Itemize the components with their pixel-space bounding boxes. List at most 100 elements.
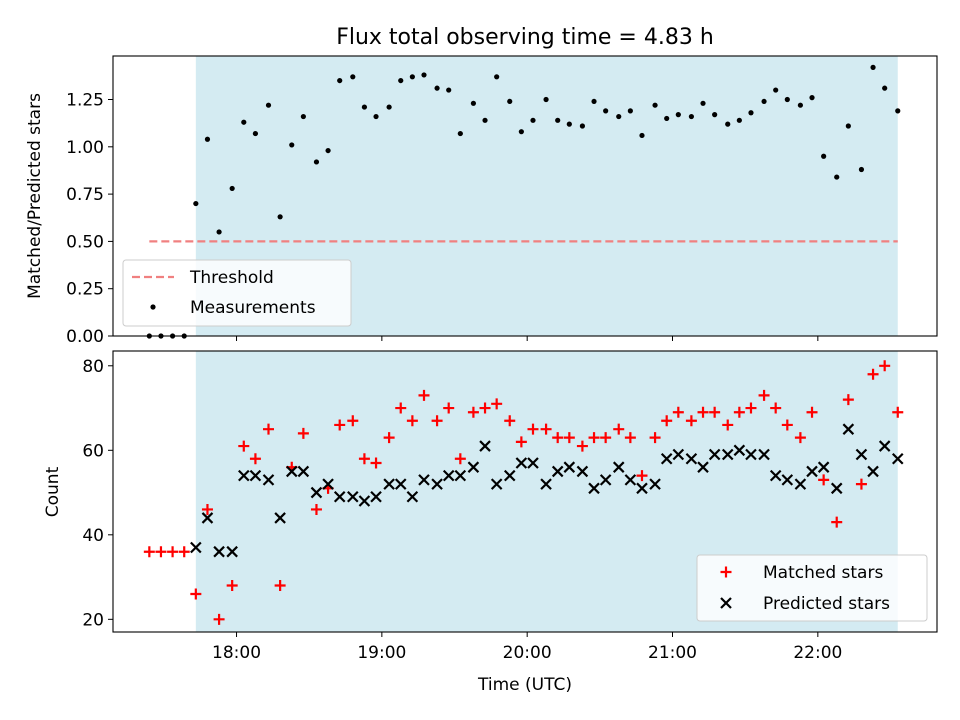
predicted-star-point bbox=[649, 478, 661, 490]
measurement-point bbox=[300, 113, 306, 120]
measurement-point bbox=[434, 85, 440, 91]
measurement-point bbox=[325, 147, 331, 154]
predicted-star-point bbox=[394, 478, 407, 490]
matched-star-point bbox=[842, 394, 854, 406]
predicted-star-point bbox=[855, 448, 868, 461]
measurement-point bbox=[566, 121, 572, 127]
matched-star-point bbox=[358, 453, 370, 465]
matched-star-point bbox=[855, 478, 867, 490]
x-axis-label: Time (UTC) bbox=[477, 675, 572, 695]
matched-star-point bbox=[383, 432, 395, 444]
predicted-star-point bbox=[576, 465, 589, 478]
measurement-point bbox=[277, 214, 283, 220]
predicted-star-point bbox=[758, 448, 770, 461]
matched-star-point bbox=[709, 406, 721, 418]
matched-star-point bbox=[892, 406, 904, 418]
matched-star-point bbox=[213, 613, 225, 625]
matched-star-point bbox=[831, 516, 843, 528]
predicted-star-point bbox=[213, 545, 225, 558]
matched-star-point bbox=[758, 389, 770, 401]
predicted-star-point bbox=[527, 457, 539, 469]
predicted-star-point bbox=[842, 423, 855, 435]
measurement-point bbox=[386, 104, 392, 110]
measurement-point bbox=[845, 123, 851, 129]
measurement-point bbox=[289, 142, 295, 148]
measurement-point bbox=[373, 113, 379, 120]
predicted-star-point bbox=[383, 478, 395, 490]
matched-star-point bbox=[274, 580, 286, 592]
measurement-point bbox=[229, 185, 235, 192]
measurement-point bbox=[736, 117, 742, 123]
measurement-point bbox=[639, 132, 645, 139]
measurement-point bbox=[870, 64, 876, 70]
matched-star-point bbox=[297, 427, 309, 439]
predicted-star-point bbox=[297, 465, 310, 478]
matched-star-point bbox=[770, 402, 782, 414]
matched-star-point bbox=[178, 546, 190, 558]
measurement-point bbox=[882, 85, 888, 91]
predicted-star-point bbox=[540, 478, 552, 490]
measurement-point bbox=[809, 95, 815, 101]
measurement-point bbox=[616, 113, 622, 120]
measurement-point bbox=[398, 77, 404, 84]
predicted-star-point bbox=[685, 452, 698, 465]
measurement-point bbox=[895, 108, 901, 114]
matched-star-point bbox=[527, 423, 539, 435]
matched-star-point bbox=[143, 546, 155, 558]
matched-star-point bbox=[867, 368, 879, 380]
predicted-star-point bbox=[467, 461, 480, 473]
top-y-tick-label: 0.50 bbox=[66, 232, 104, 252]
measurement-point bbox=[337, 77, 343, 84]
measurement-point bbox=[421, 72, 427, 78]
top-y-tick-label: 1.00 bbox=[66, 138, 104, 158]
matched-star-point bbox=[479, 402, 491, 414]
measurement-point bbox=[518, 129, 524, 135]
matched-star-point bbox=[636, 470, 648, 482]
bottom-y-tick-label: 40 bbox=[82, 526, 104, 546]
matched-star-point bbox=[685, 415, 697, 427]
predicted-star-point bbox=[624, 474, 637, 486]
predicted-star-point bbox=[310, 486, 323, 499]
predicted-star-point bbox=[612, 461, 625, 473]
measurement-point bbox=[530, 117, 536, 123]
measurement-point bbox=[725, 121, 731, 127]
matched-star-point bbox=[454, 453, 466, 465]
matched-star-point bbox=[576, 440, 588, 452]
predicted-star-point bbox=[588, 482, 600, 495]
matched-star-point bbox=[347, 415, 359, 427]
bottom-x-tick-label: 19:00 bbox=[357, 643, 406, 663]
matched-star-point bbox=[155, 546, 167, 558]
top-y-axis-label: Matched/Predicted stars bbox=[25, 93, 45, 299]
predicted-star-point bbox=[636, 482, 648, 495]
predicted-star-point bbox=[358, 495, 371, 507]
measurement-point bbox=[664, 115, 670, 122]
matched-star-point bbox=[431, 415, 443, 427]
measurement-point bbox=[773, 87, 779, 93]
measurement-point bbox=[241, 119, 247, 125]
measurement-point bbox=[265, 102, 272, 108]
matched-star-point bbox=[600, 432, 612, 444]
bottom-y-tick-label: 20 bbox=[82, 610, 104, 630]
matched-star-point bbox=[879, 360, 891, 372]
matched-star-point bbox=[491, 398, 503, 410]
measurement-point bbox=[688, 113, 694, 120]
matched-star-point bbox=[467, 406, 479, 418]
matched-star-point bbox=[806, 406, 818, 418]
predicted-star-point bbox=[454, 469, 467, 482]
matched-star-point bbox=[418, 389, 430, 401]
matched-star-point bbox=[515, 436, 527, 448]
matched-star-point bbox=[722, 419, 734, 431]
matched-star-point bbox=[370, 457, 382, 469]
predicted-star-point bbox=[262, 474, 275, 486]
matched-star-point bbox=[443, 402, 455, 414]
legend-threshold-label: Threshold bbox=[189, 268, 274, 288]
predicted-star-point bbox=[406, 491, 419, 503]
measurement-point bbox=[482, 117, 488, 123]
predicted-star-point bbox=[503, 469, 516, 482]
predicted-star-point bbox=[285, 465, 298, 478]
predicted-star-point bbox=[226, 545, 238, 558]
matched-star-point bbox=[201, 503, 213, 515]
matched-star-point bbox=[262, 423, 274, 435]
matched-star-point bbox=[588, 432, 600, 444]
